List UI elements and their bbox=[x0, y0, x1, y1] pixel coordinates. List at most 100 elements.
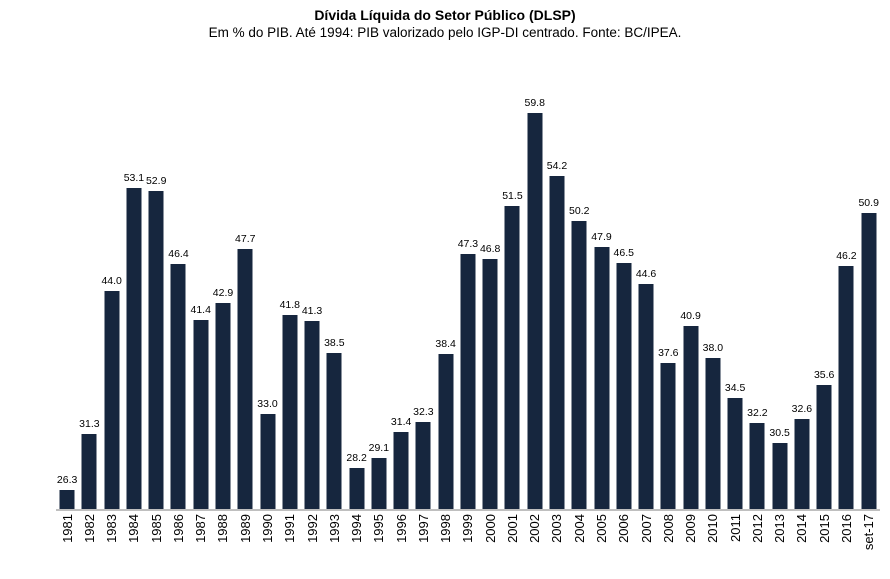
x-axis-label: 1990 bbox=[260, 514, 276, 543]
bar-value-label: 33.0 bbox=[257, 398, 278, 411]
bar-column: 41.4 bbox=[190, 70, 212, 510]
x-axis-label: 2001 bbox=[504, 514, 520, 543]
bar-2007 bbox=[638, 283, 654, 510]
bar-column: 35.6 bbox=[813, 70, 835, 510]
x-axis-label: 1989 bbox=[237, 514, 253, 543]
bar-column: 44.0 bbox=[101, 70, 123, 510]
bar-column: 31.3 bbox=[78, 70, 100, 510]
x-axis-label: 1994 bbox=[349, 514, 365, 543]
bar-2015 bbox=[816, 385, 832, 510]
x-axis-label: 1993 bbox=[326, 514, 342, 543]
bar-2014 bbox=[794, 418, 810, 510]
x-axis-label: 2003 bbox=[549, 514, 565, 543]
bar-1999 bbox=[460, 253, 476, 510]
x-axis-label: 2010 bbox=[705, 514, 721, 543]
bar-column: 47.7 bbox=[234, 70, 256, 510]
x-axis-label-cell: 1987 bbox=[190, 514, 212, 574]
bar-column: 46.5 bbox=[613, 70, 635, 510]
x-axis-label-cell: 2013 bbox=[769, 514, 791, 574]
bar-column: 47.3 bbox=[457, 70, 479, 510]
x-axis-label-cell: 2008 bbox=[657, 514, 679, 574]
bar-value-label: 41.8 bbox=[279, 299, 300, 312]
bar-value-label: 50.9 bbox=[858, 197, 879, 209]
x-axis-label: 1998 bbox=[438, 514, 454, 543]
x-axis-label: 2012 bbox=[749, 514, 765, 543]
bar-value-label: 34.5 bbox=[724, 381, 746, 394]
bar-value-label: 44.6 bbox=[635, 267, 657, 280]
bar-1987 bbox=[193, 319, 209, 510]
x-axis-label-cell: 1994 bbox=[345, 514, 367, 574]
bar-value-label: 42.9 bbox=[212, 287, 234, 299]
x-axis-label: 1983 bbox=[104, 514, 120, 543]
x-axis-label: 2004 bbox=[571, 514, 587, 543]
bar-2002 bbox=[527, 112, 543, 510]
bar-value-label: 31.3 bbox=[79, 417, 100, 430]
x-axis-label-cell: 2016 bbox=[835, 514, 857, 574]
x-axis-label: 1997 bbox=[415, 514, 431, 543]
x-axis-label-cell: 1988 bbox=[212, 514, 234, 574]
bar-column: 40.9 bbox=[679, 70, 701, 510]
bar-value-label: 31.4 bbox=[390, 416, 412, 429]
x-axis-label: 1982 bbox=[81, 514, 97, 543]
bar-column: 52.9 bbox=[145, 70, 167, 510]
bar-value-label: 38.5 bbox=[324, 336, 345, 349]
bar-value-label: 38.4 bbox=[435, 337, 456, 350]
chart-title: Dívida Líquida do Setor Público (DLSP) bbox=[314, 7, 576, 23]
x-axis-line bbox=[56, 509, 880, 511]
bar-column: 59.8 bbox=[524, 70, 546, 510]
bar-column: 46.4 bbox=[167, 70, 189, 510]
x-axis-label-cell: 1992 bbox=[301, 514, 323, 574]
x-axis-label: 2005 bbox=[594, 514, 609, 543]
x-axis-label-cell: 1989 bbox=[234, 514, 256, 574]
bar-2000 bbox=[482, 259, 498, 510]
x-axis-label: 2007 bbox=[638, 514, 654, 543]
x-axis-label-cell: 2015 bbox=[813, 514, 835, 574]
bar-column: 30.5 bbox=[769, 70, 791, 510]
x-axis-label: set-17 bbox=[861, 514, 877, 551]
x-axis-label: 2008 bbox=[660, 514, 676, 543]
x-axis-label-cell: 1985 bbox=[145, 514, 167, 574]
bar-value-label: 44.0 bbox=[101, 274, 122, 287]
x-axis-label: 1985 bbox=[148, 514, 164, 543]
bar-2010 bbox=[705, 358, 721, 510]
x-axis-label-cell: 2010 bbox=[702, 514, 724, 574]
bar-1991 bbox=[282, 315, 298, 510]
bar-value-label: 47.9 bbox=[591, 230, 612, 243]
x-axis-label-cell: 1993 bbox=[323, 514, 345, 574]
x-axis-label: 1991 bbox=[282, 514, 298, 543]
bar-chart-plot-area: 26.3 31.3 44.0 53.1 52.9 46.4 41.4 42.9 47.7 33.0… bbox=[56, 70, 880, 511]
bar-value-label: 47.7 bbox=[235, 233, 256, 245]
chart-subtitle: Em % do PIB. Até 1994: PIB valorizado pe… bbox=[208, 24, 682, 40]
x-axis-label-cell: 2003 bbox=[546, 514, 568, 574]
bar-column: 31.4 bbox=[390, 70, 412, 510]
bar-column: 32.6 bbox=[791, 70, 813, 510]
x-axis-label-cell: 2012 bbox=[746, 514, 768, 574]
bar-value-label: 54.2 bbox=[546, 159, 568, 172]
bar-1986 bbox=[170, 263, 186, 510]
x-axis-label-cell: 1982 bbox=[78, 514, 100, 574]
bar-value-label: 46.8 bbox=[479, 243, 501, 256]
bar-value-label: 46.4 bbox=[168, 247, 189, 260]
bar-1988 bbox=[215, 303, 231, 510]
bar-2013 bbox=[772, 442, 788, 510]
bar-1997 bbox=[415, 422, 431, 510]
bar-column: 34.5 bbox=[724, 70, 746, 510]
x-axis-label-cell: 2001 bbox=[501, 514, 523, 574]
x-axis-label-cell: 2009 bbox=[679, 514, 701, 574]
bar-column: 51.5 bbox=[501, 70, 523, 510]
x-axis-label-cell: 2011 bbox=[724, 514, 746, 574]
x-axis-label-cell: 2007 bbox=[635, 514, 657, 574]
bar-2004 bbox=[571, 220, 587, 510]
x-axis-label: 2015 bbox=[816, 514, 832, 543]
bar-1985 bbox=[148, 190, 164, 510]
bar-1984 bbox=[126, 188, 142, 510]
x-axis-label: 1999 bbox=[460, 514, 476, 543]
bar-value-label: 40.9 bbox=[680, 309, 701, 322]
x-axis-label: 1988 bbox=[215, 514, 231, 543]
bar-value-label: 37.6 bbox=[658, 346, 679, 359]
bar-1995 bbox=[371, 458, 387, 510]
bar-value-label: 46.5 bbox=[613, 246, 634, 259]
bar-column: 33.0 bbox=[256, 70, 278, 510]
x-axis-label: 2002 bbox=[527, 514, 543, 543]
